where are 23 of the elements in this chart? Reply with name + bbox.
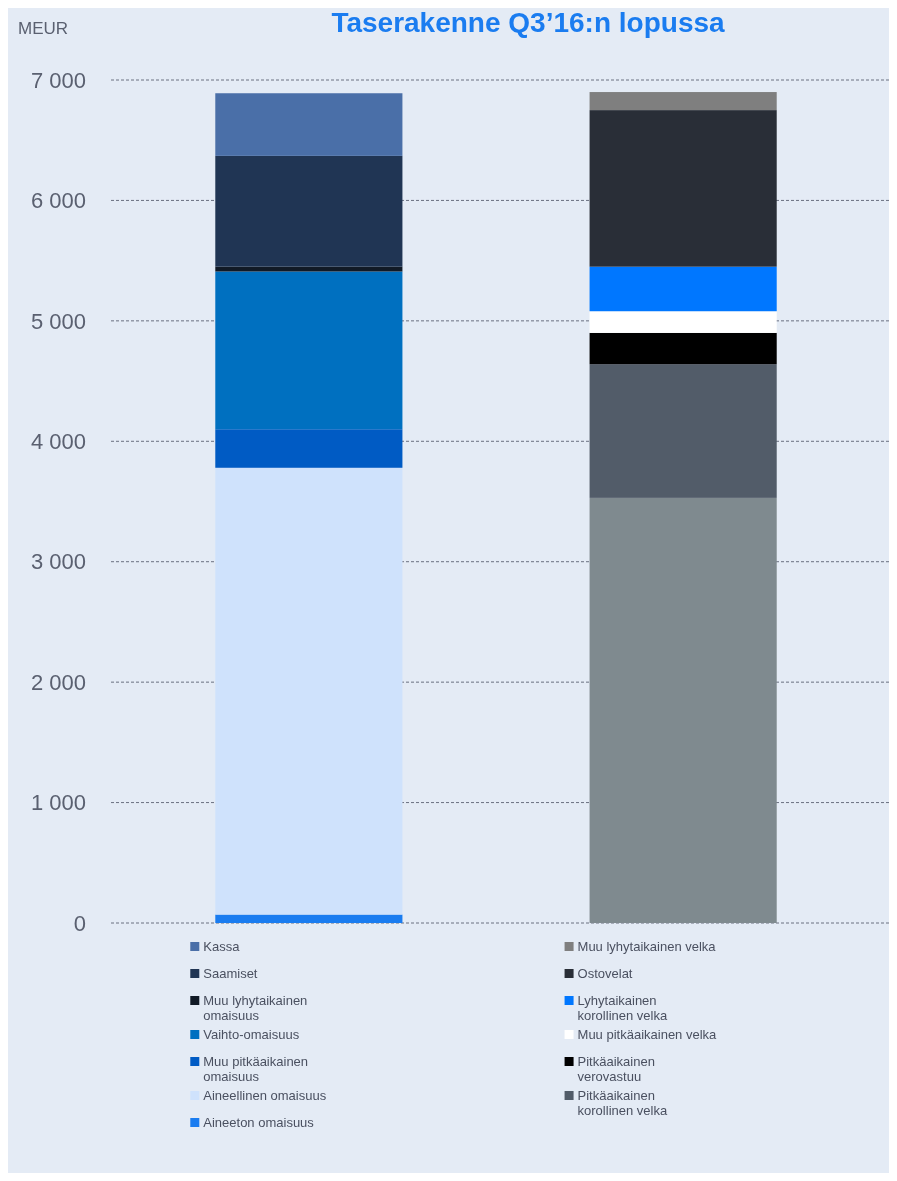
y-tick-label: 6 000: [30, 188, 86, 214]
legend-label: Lyhytaikainen korollinen velka: [577, 993, 668, 1023]
chart-title: Taserakenne Q3’16:n lopussa: [331, 7, 726, 38]
y-tick-label: 2 000: [30, 669, 86, 695]
legend-label: Muu lyhytaikainen velka: [577, 939, 717, 954]
legend-label: Pitkäaikainen verovastuu: [577, 1054, 655, 1084]
legend-label: Muu pitkäaikainen omaisuus: [203, 1054, 309, 1084]
legend-label: Muu pitkäaikainen velka: [577, 1027, 718, 1042]
y-tick-label: 5 000: [30, 308, 86, 334]
legend-label: Saamiset: [203, 966, 258, 981]
legend-label: Aineeton omaisuus: [203, 1115, 315, 1130]
y-tick-label: 7 000: [30, 67, 86, 93]
y-tick-label: 0: [73, 910, 86, 936]
legend-label: Aineellinen omaisuus: [203, 1088, 327, 1103]
legend-label: Pitkäaikainen korollinen velka: [577, 1088, 668, 1118]
y-axis-title: MEUR: [18, 19, 69, 38]
y-tick-label: 1 000: [30, 790, 86, 816]
legend-label: Vaihto-omaisuus: [203, 1027, 300, 1042]
legend-label: Muu lyhytaikainen omaisuus: [203, 993, 308, 1023]
y-tick-label: 3 000: [30, 549, 86, 575]
legend-label: Ostovelat: [577, 966, 633, 981]
y-tick-label: 4 000: [30, 428, 86, 454]
legend-label: Kassa: [203, 939, 241, 954]
